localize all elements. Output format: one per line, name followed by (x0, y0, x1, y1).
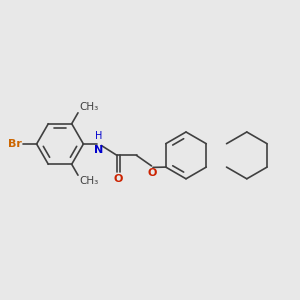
Text: H: H (95, 131, 103, 141)
Text: CH₃: CH₃ (79, 176, 98, 186)
Text: O: O (147, 168, 157, 178)
Text: Br: Br (8, 139, 22, 149)
Text: O: O (114, 174, 123, 184)
Text: N: N (94, 145, 103, 155)
Text: CH₃: CH₃ (79, 102, 98, 112)
